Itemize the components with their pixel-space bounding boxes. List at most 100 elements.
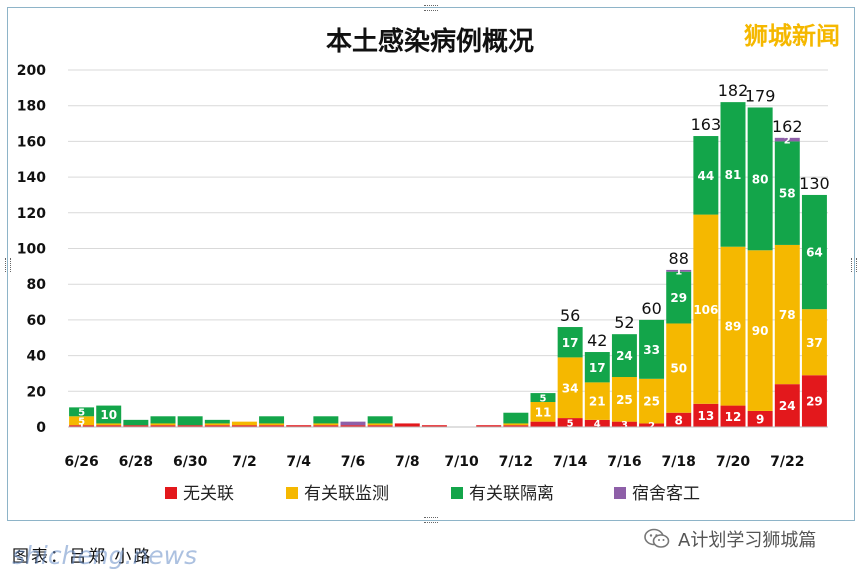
total-label: 52: [614, 313, 634, 332]
wechat-account: A计划学习狮城篇: [644, 526, 816, 552]
bar-segment-有关联监测-7/7: [367, 423, 393, 426]
data-label: 3: [621, 420, 628, 431]
data-label: 34: [562, 381, 579, 395]
data-label: 4: [594, 419, 601, 430]
y-tick-label: 140: [17, 170, 46, 186]
legend-swatch: [614, 487, 626, 499]
bar-segment-有关联隔离-7/17: [639, 319, 665, 379]
bar-segment-无关联-7/15: [584, 419, 610, 427]
total-label: 179: [745, 86, 776, 105]
data-label: 1: [675, 267, 682, 278]
y-tick-label: 200: [17, 63, 46, 79]
bar-segment-无关联-7/1: [204, 425, 230, 427]
bar-segment-无关联-7/6: [340, 425, 366, 427]
data-label: 89: [725, 320, 742, 334]
x-tick-label: 7/2: [232, 454, 257, 470]
data-label: 17: [589, 361, 606, 375]
bar-segment-无关联-7/8: [394, 423, 420, 427]
bar-segment-有关联监测-7/17: [639, 378, 665, 424]
x-tick-label: 6/28: [119, 454, 153, 470]
chart-caption: 图表：吕郑 小路: [12, 547, 153, 567]
bar-segment-有关联监测-7/21: [747, 250, 773, 411]
resize-handle-left[interactable]: [5, 258, 11, 272]
data-label: 106: [693, 303, 718, 317]
x-tick-label: 7/6: [341, 454, 366, 470]
bar-segment-无关联-7/2: [231, 425, 257, 427]
data-label: 13: [698, 409, 715, 423]
watermark-logo-text: 狮城新闻: [744, 22, 840, 50]
x-tick-label: 7/16: [607, 454, 641, 470]
bar-segment-有关联监测-7/22: [774, 244, 800, 385]
total-label: 42: [587, 331, 607, 350]
legend-label: 有关联监测: [304, 484, 389, 504]
x-tick-label: 7/22: [770, 454, 804, 470]
legend-swatch: [165, 487, 177, 499]
bar-segment-无关联-7/20: [720, 405, 746, 427]
total-label: 56: [560, 306, 580, 325]
data-label: 78: [779, 308, 796, 322]
y-tick-label: 40: [27, 349, 47, 365]
data-label: 5: [567, 418, 574, 429]
x-tick-label: 7/10: [444, 454, 479, 470]
resize-handle-top[interactable]: [424, 5, 438, 11]
y-tick-label: 60: [27, 313, 47, 329]
bar-segment-有关联隔离-7/13: [530, 393, 556, 403]
total-label: 130: [799, 174, 830, 193]
bar-segment-有关联隔离-7/7: [367, 416, 393, 424]
chart-title: 本土感染病例概况: [326, 27, 534, 57]
y-tick-label: 0: [36, 420, 46, 436]
bar-segment-有关联隔离-6/29: [150, 416, 176, 424]
data-label: 44: [698, 169, 715, 183]
data-label: 12: [725, 410, 742, 424]
x-tick-label: 7/12: [499, 454, 533, 470]
data-label: 80: [752, 172, 769, 186]
total-label: 60: [641, 299, 661, 318]
bar-segment-有关联隔离-6/30: [177, 416, 203, 426]
bar-segment-有关联监测-7/16: [611, 377, 637, 422]
data-label: 11: [535, 405, 552, 419]
bar-segment-有关联隔离-7/1: [204, 419, 230, 424]
bar-segment-无关联-7/21: [747, 410, 773, 427]
total-label: 163: [691, 115, 722, 134]
bar-segment-无关联-7/14: [557, 418, 583, 427]
bar-segment-有关联隔离-6/28: [123, 419, 149, 426]
data-label: 10: [100, 408, 117, 422]
bar-segment-有关联隔离-7/21: [747, 107, 773, 251]
bar-segment-有关联监测-7/13: [530, 402, 556, 422]
caption-watermark: shicheng.news: [12, 541, 198, 570]
bar-segment-无关联-7/9: [421, 425, 447, 427]
legend-label: 宿舍客工: [632, 484, 700, 504]
data-label: 9: [756, 413, 764, 427]
resize-handle-right[interactable]: [851, 258, 857, 272]
x-tick-label: 7/18: [662, 454, 696, 470]
data-label: 5: [78, 417, 85, 428]
bar-segment-有关联隔离-7/23: [801, 194, 827, 310]
data-label: 29: [670, 291, 687, 305]
data-label: 29: [806, 395, 823, 409]
data-label: 2: [784, 135, 791, 146]
bar-segment-有关联监测-7/14: [557, 357, 583, 419]
bar-segment-宿舍客工-7/6: [340, 421, 366, 426]
data-label: 81: [725, 168, 742, 182]
bar-segment-有关联监测-7/1: [204, 423, 230, 426]
data-label: 24: [779, 399, 796, 413]
bar-segment-有关联隔离-7/3: [259, 416, 285, 424]
bar-segment-有关联隔离-7/5: [313, 416, 339, 424]
bar-segment-有关联隔离-7/14: [557, 327, 583, 358]
bar-segment-有关联隔离-7/16: [611, 334, 637, 378]
x-tick-label: 6/26: [64, 454, 98, 470]
bar-segment-有关联隔离-7/12: [503, 412, 529, 424]
bar-segment-有关联隔离-7/18: [666, 271, 692, 324]
y-tick-label: 100: [17, 242, 46, 258]
data-label: 50: [670, 362, 687, 376]
bar-segment-无关联-7/23: [801, 375, 827, 427]
x-tick-label: 6/30: [173, 454, 208, 470]
bar-segment-有关联监测-7/23: [801, 309, 827, 376]
bar-segment-有关联监测-7/3: [259, 423, 285, 426]
y-tick-label: 20: [27, 384, 47, 400]
total-label: 182: [718, 81, 749, 100]
resize-handle-bottom[interactable]: [424, 517, 438, 523]
bar-segment-无关联-7/4: [286, 425, 312, 427]
bar-segment-无关联-6/27: [96, 425, 122, 427]
